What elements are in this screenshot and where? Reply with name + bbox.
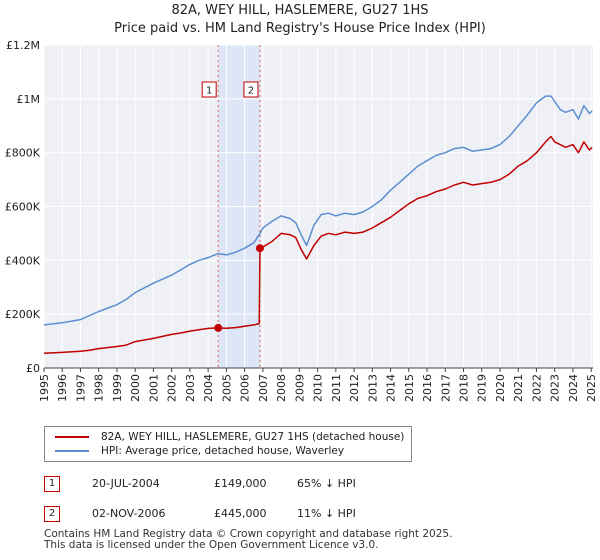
sale-point bbox=[214, 323, 223, 332]
sale-hpi-diff: 11% ↓ HPI bbox=[297, 507, 356, 520]
hpi-line bbox=[43, 95, 593, 326]
x-tick-label: 2010 bbox=[312, 374, 325, 402]
y-tick-label: £1.2M bbox=[6, 39, 40, 52]
x-tick-label: 1998 bbox=[93, 374, 106, 402]
x-tick-label: 2007 bbox=[257, 374, 270, 402]
x-tick-label: 2019 bbox=[476, 374, 489, 402]
footer: Contains HM Land Registry data © Crown c… bbox=[44, 529, 452, 551]
chart-subtitle: Price paid vs. HM Land Registry's House … bbox=[114, 21, 486, 36]
x-tick-label: 2001 bbox=[147, 374, 160, 402]
y-tick-label: £800K bbox=[5, 147, 41, 160]
sale-label-text: 1 bbox=[206, 86, 212, 97]
x-tick-label: 2008 bbox=[275, 374, 288, 402]
x-tick-label: 2011 bbox=[330, 374, 343, 402]
sale-hpi-diff: 65% ↓ HPI bbox=[297, 477, 356, 490]
x-tick-label: 2013 bbox=[366, 374, 379, 402]
x-tick-label: 2024 bbox=[567, 374, 580, 402]
x-tick-label: 2015 bbox=[403, 374, 416, 402]
x-tick-label: 2020 bbox=[494, 374, 507, 402]
legend-label-property: 82A, WEY HILL, HASLEMERE, GU27 1HS (deta… bbox=[101, 431, 405, 443]
legend-entry-property: 82A, WEY HILL, HASLEMERE, GU27 1HS (deta… bbox=[55, 430, 404, 444]
x-tick-label: 2000 bbox=[129, 374, 142, 402]
footer-licence: This data is licensed under the Open Gov… bbox=[44, 539, 379, 551]
footer-copyright: Contains HM Land Registry data © Crown c… bbox=[44, 528, 453, 540]
sale-number-badge: 2 bbox=[44, 506, 60, 522]
x-tick-label: 1999 bbox=[111, 374, 124, 402]
x-tick-label: 1995 bbox=[38, 374, 51, 402]
sale-price: £445,000 bbox=[214, 507, 267, 520]
x-tick-label: 2018 bbox=[458, 374, 471, 402]
x-tick-label: 2021 bbox=[512, 374, 525, 402]
x-tick-label: 2022 bbox=[530, 374, 543, 402]
sale-date: 02-NOV-2006 bbox=[92, 507, 166, 520]
sale-label-box bbox=[201, 81, 217, 98]
x-tick-label: 2023 bbox=[549, 374, 562, 402]
x-tick-label: 1997 bbox=[74, 374, 87, 402]
sale-point bbox=[255, 244, 264, 253]
sale-price: £149,000 bbox=[214, 477, 267, 490]
x-tick-label: 2006 bbox=[239, 374, 252, 402]
chart-title: 82A, WEY HILL, HASLEMERE, GU27 1HS bbox=[171, 3, 429, 18]
x-tick-label: 2009 bbox=[293, 374, 306, 402]
x-tick-label: 1996 bbox=[56, 374, 69, 402]
sale-date: 20-JUL-2004 bbox=[92, 477, 160, 490]
sale-label-text: 2 bbox=[248, 86, 254, 97]
chart-legend: 82A, WEY HILL, HASLEMERE, GU27 1HS (deta… bbox=[44, 426, 412, 462]
property-price-line bbox=[43, 135, 593, 354]
sale-number-badge: 1 bbox=[44, 476, 60, 492]
x-tick-label: 2003 bbox=[184, 374, 197, 402]
legend-entry-hpi: HPI: Average price, detached house, Wave… bbox=[55, 444, 344, 458]
sale-label-box bbox=[243, 81, 259, 98]
price-chart: £0 £200K £400K £600K £800K £1M £1.2M 1995 1996 19… bbox=[5, 39, 598, 402]
x-tick-label: 2002 bbox=[166, 374, 179, 402]
y-tick-label: £400K bbox=[5, 254, 41, 267]
y-tick-label: £600K bbox=[5, 201, 41, 214]
y-tick-label: £0 bbox=[26, 362, 40, 375]
y-tick-label: £200K bbox=[5, 308, 41, 321]
x-tick-label: 2014 bbox=[385, 374, 398, 402]
x-tick-label: 2005 bbox=[220, 374, 233, 402]
legend-swatch-hpi bbox=[55, 450, 89, 452]
x-tick-label: 2004 bbox=[202, 374, 215, 402]
y-tick-label: £1M bbox=[17, 93, 41, 106]
legend-label-hpi: HPI: Average price, detached house, Wave… bbox=[101, 445, 345, 457]
x-tick-label: 2016 bbox=[421, 374, 434, 402]
x-tick-label: 2025 bbox=[585, 374, 598, 402]
x-tick-label: 2017 bbox=[439, 374, 452, 402]
legend-swatch-property bbox=[55, 436, 89, 438]
x-tick-label: 2012 bbox=[348, 374, 361, 402]
